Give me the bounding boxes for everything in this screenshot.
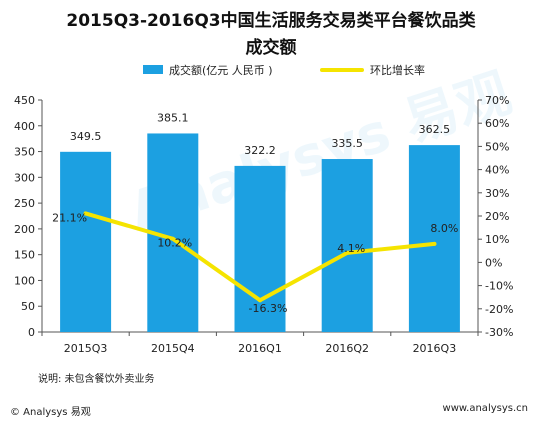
y-left-tick-label: 450 xyxy=(14,94,35,107)
y-right-tick-label: 10% xyxy=(485,233,509,246)
y-right-tick-label: 30% xyxy=(485,187,509,200)
footer-url: www.analysys.cn xyxy=(442,403,528,414)
legend-swatch-line xyxy=(320,68,364,72)
y-right-tick-label: 60% xyxy=(485,117,509,130)
growth-label: 10.2% xyxy=(157,237,192,250)
growth-point xyxy=(432,241,437,246)
y-right-tick-label: 70% xyxy=(485,94,509,107)
bar xyxy=(60,151,112,332)
legend-swatch-bar xyxy=(143,65,163,74)
bar xyxy=(321,159,373,332)
y-left-tick-label: 0 xyxy=(28,326,35,339)
y-left-tick-label: 150 xyxy=(14,249,35,262)
y-left-tick-label: 300 xyxy=(14,171,35,184)
legend-label-bar: 成交额(亿元 人民币 ) xyxy=(169,64,273,77)
bar-value-label: 322.2 xyxy=(244,144,276,157)
growth-label: -16.3% xyxy=(249,302,288,315)
growth-point xyxy=(170,236,175,241)
footnote: 说明: 未包含餐饮外卖业务 xyxy=(38,374,155,385)
bar xyxy=(408,145,460,332)
y-right-tick-label: -20% xyxy=(485,303,513,316)
y-right-tick-label: -10% xyxy=(485,280,513,293)
legend-label-line: 环比增长率 xyxy=(370,64,425,77)
chart-legend: 成交额(亿元 人民币 ) 环比增长率 xyxy=(0,62,542,78)
y-right-tick-label: 40% xyxy=(485,164,509,177)
bar-value-label: 349.5 xyxy=(70,130,102,143)
y-left-tick-label: 350 xyxy=(14,146,35,159)
y-right-tick-label: 50% xyxy=(485,140,509,153)
x-tick-label: 2015Q3 xyxy=(64,342,108,355)
x-tick-label: 2016Q3 xyxy=(413,342,457,355)
growth-point xyxy=(258,298,262,303)
y-left-tick-label: 200 xyxy=(14,223,35,236)
x-tick-label: 2015Q4 xyxy=(151,342,195,355)
growth-label: 4.1% xyxy=(337,242,365,255)
x-tick-label: 2016Q1 xyxy=(238,342,282,355)
bar xyxy=(234,165,286,332)
growth-point xyxy=(83,211,88,216)
y-left-tick-label: 50 xyxy=(21,300,35,313)
growth-point xyxy=(345,250,350,255)
y-right-tick-label: -30% xyxy=(485,326,513,339)
bar-value-label: 335.5 xyxy=(331,137,363,150)
bar-value-label: 362.5 xyxy=(419,123,451,136)
y-left-tick-label: 250 xyxy=(14,197,35,210)
bar-value-label: 385.1 xyxy=(157,111,189,124)
y-left-tick-label: 400 xyxy=(14,120,35,133)
y-left-tick-label: 100 xyxy=(14,274,35,287)
x-tick-label: 2016Q2 xyxy=(325,342,369,355)
y-right-tick-label: 0% xyxy=(485,256,502,269)
chart-subtitle: 成交额 xyxy=(245,38,297,58)
chart-title: 2015Q3-2016Q3中国生活服务交易类平台餐饮品类 xyxy=(66,11,476,31)
y-right-tick-label: 20% xyxy=(485,210,509,223)
growth-label: 21.1% xyxy=(52,211,87,224)
footer-copyright: © Analysys 易观 xyxy=(10,407,91,418)
growth-label: 8.0% xyxy=(430,222,458,235)
